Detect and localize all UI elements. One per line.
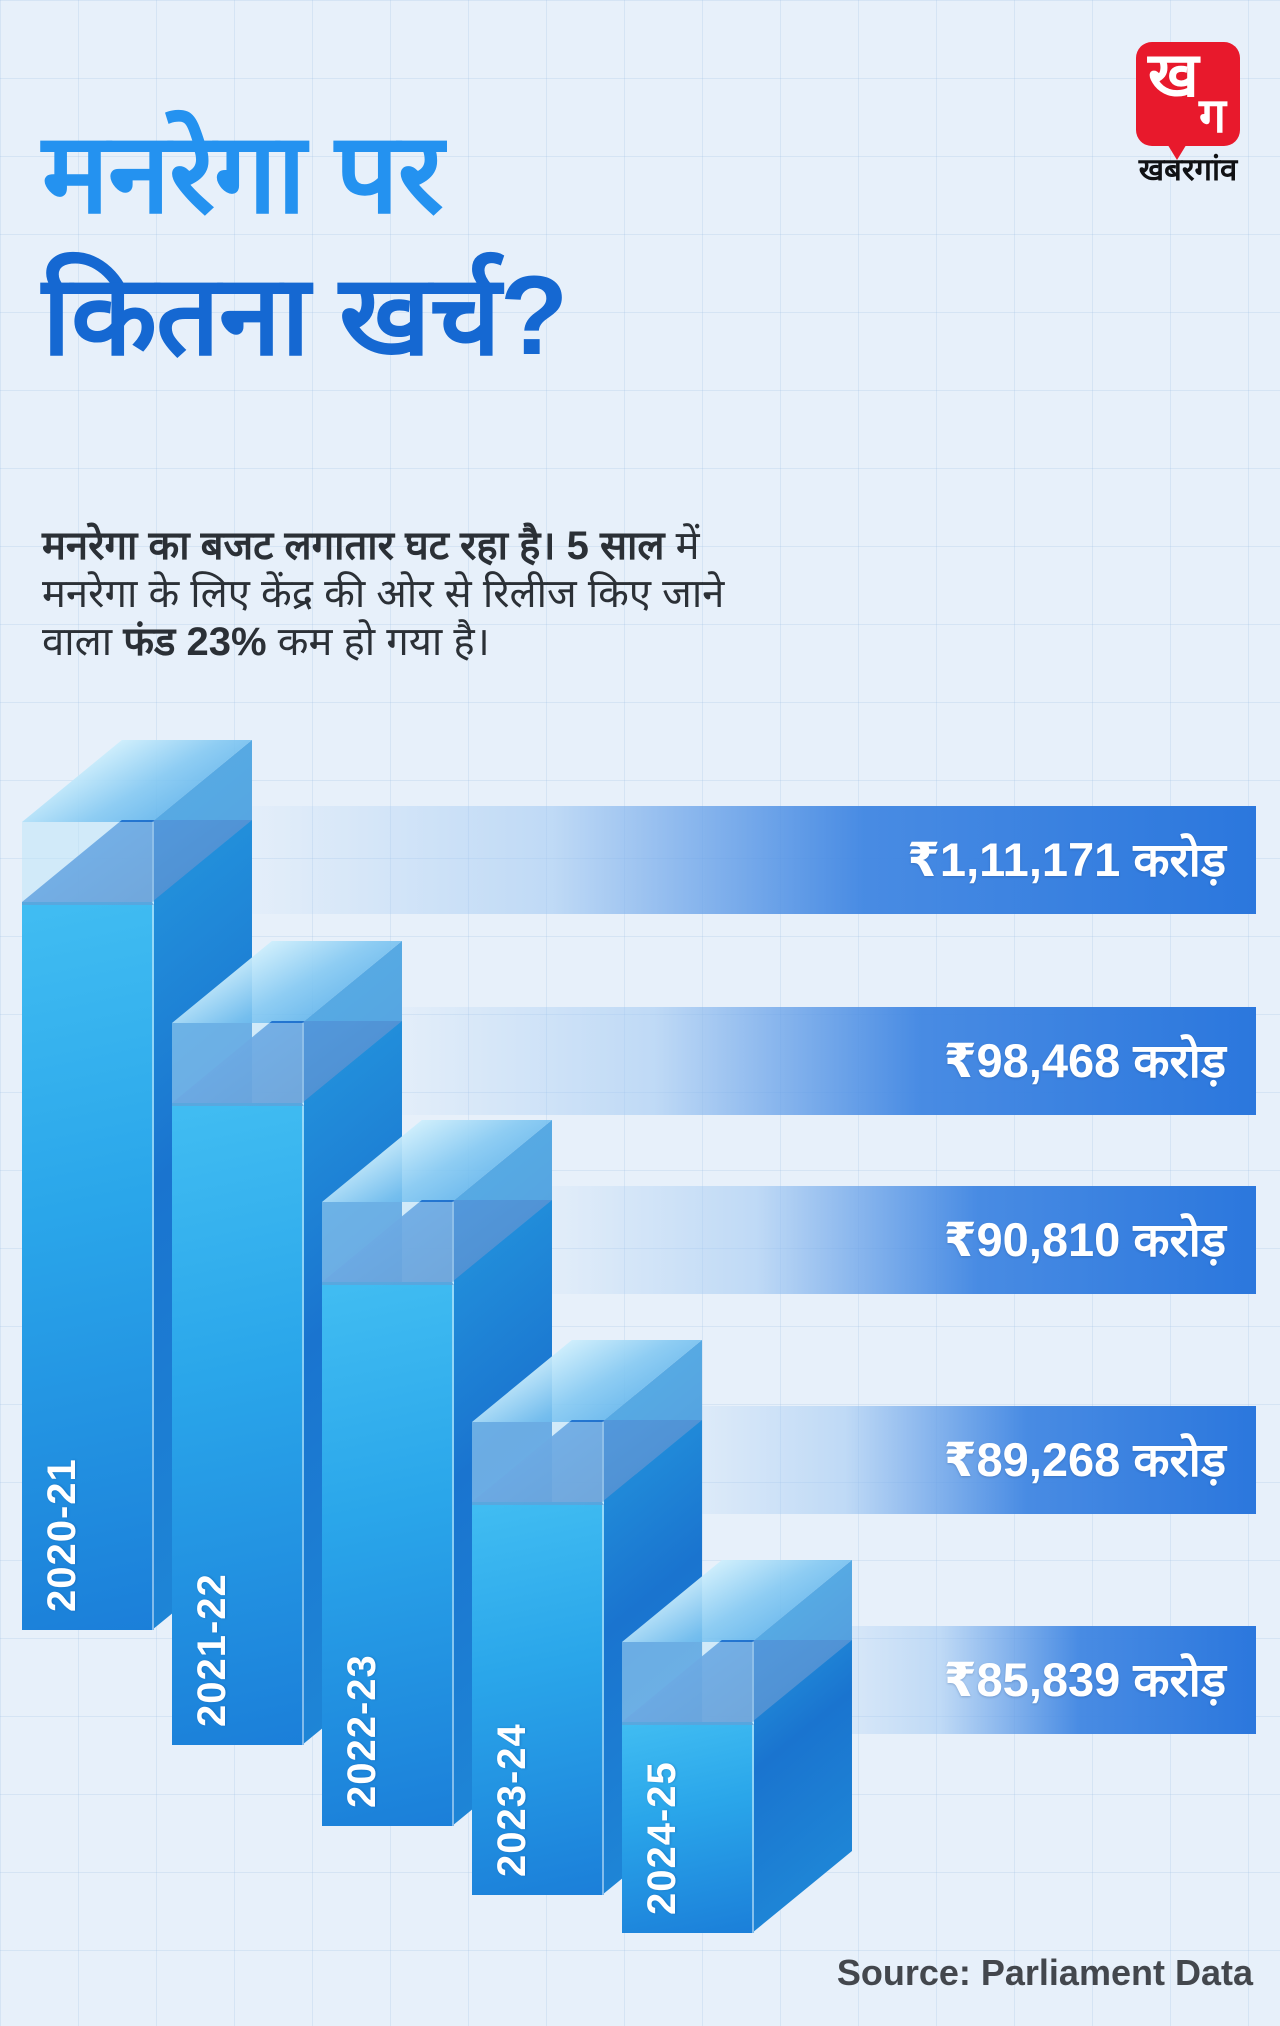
value-band-2023-24: ₹89,268 करोड़: [652, 1406, 1256, 1514]
logo-glyph-bottom: ग: [1198, 90, 1226, 144]
value-label-2021-22: ₹98,468 करोड़: [943, 1034, 1226, 1087]
source-credit: Source: Parliament Data: [836, 1952, 1253, 1993]
title-line-2: कितना खर्च?: [42, 253, 568, 379]
value-label-2022-23: ₹90,810 करोड़: [943, 1213, 1226, 1266]
logo-speech-tail: [1166, 142, 1188, 160]
bar-year-label: 2021-22: [190, 1573, 234, 1727]
intro-line2: मनरेगा के लिए केंद्र की ओर से रिलीज किए …: [42, 572, 725, 616]
value-band-2024-25: ₹85,839 करोड़: [792, 1626, 1256, 1734]
logo-glyph-top: ख: [1148, 42, 1199, 110]
intro-paragraph: मनरेगा का बजट लगातार घट रहा है। 5 साल मे…: [42, 522, 852, 666]
bar-year-label: 2022-23: [340, 1654, 384, 1808]
brand-logo: ख ग: [1136, 42, 1240, 146]
bar-glass-cap: [472, 1422, 604, 1505]
bar-front-face: [172, 1103, 304, 1745]
intro-line3-post: कम हो गया है।: [266, 620, 490, 664]
bar-year-label: 2024-25: [640, 1761, 684, 1915]
intro-line1-bold: मनरेगा का बजट लगातार घट रहा है। 5 साल: [42, 524, 665, 568]
bar-front-face: [322, 1282, 454, 1826]
bar-front-face: [472, 1502, 604, 1895]
page-title: मनरेगा पर कितना खर्च?: [42, 103, 568, 387]
bar-year-label: 2023-24: [490, 1723, 534, 1877]
value-band-2022-23: ₹90,810 करोड़: [522, 1186, 1256, 1294]
bar-glass-cap: [22, 822, 154, 905]
intro-line3-pre: वाला: [42, 620, 124, 664]
intro-line1-rest: में: [664, 524, 700, 568]
bar-glass-cap: [172, 1023, 304, 1106]
intro-line3-bold: फंड 23%: [123, 620, 267, 664]
value-label-2023-24: ₹89,268 करोड़: [943, 1433, 1226, 1486]
value-band-2021-22: ₹98,468 करोड़: [372, 1007, 1256, 1115]
logo-wordmark: खबरगांव: [1138, 152, 1238, 187]
bar-front-face: [622, 1722, 754, 1933]
value-label-2020-21: ₹1,11,171 करोड़: [907, 833, 1226, 886]
value-band-2020-21: ₹1,11,171 करोड़: [222, 806, 1256, 914]
bar-glass-cap: [322, 1202, 454, 1285]
bar-front-face: [22, 902, 154, 1630]
bar-year-label: 2020-21: [40, 1458, 84, 1612]
bar-glass-cap: [622, 1642, 754, 1725]
title-line-1: मनरेगा पर: [42, 111, 444, 237]
value-label-2024-25: ₹85,839 करोड़: [943, 1653, 1226, 1706]
